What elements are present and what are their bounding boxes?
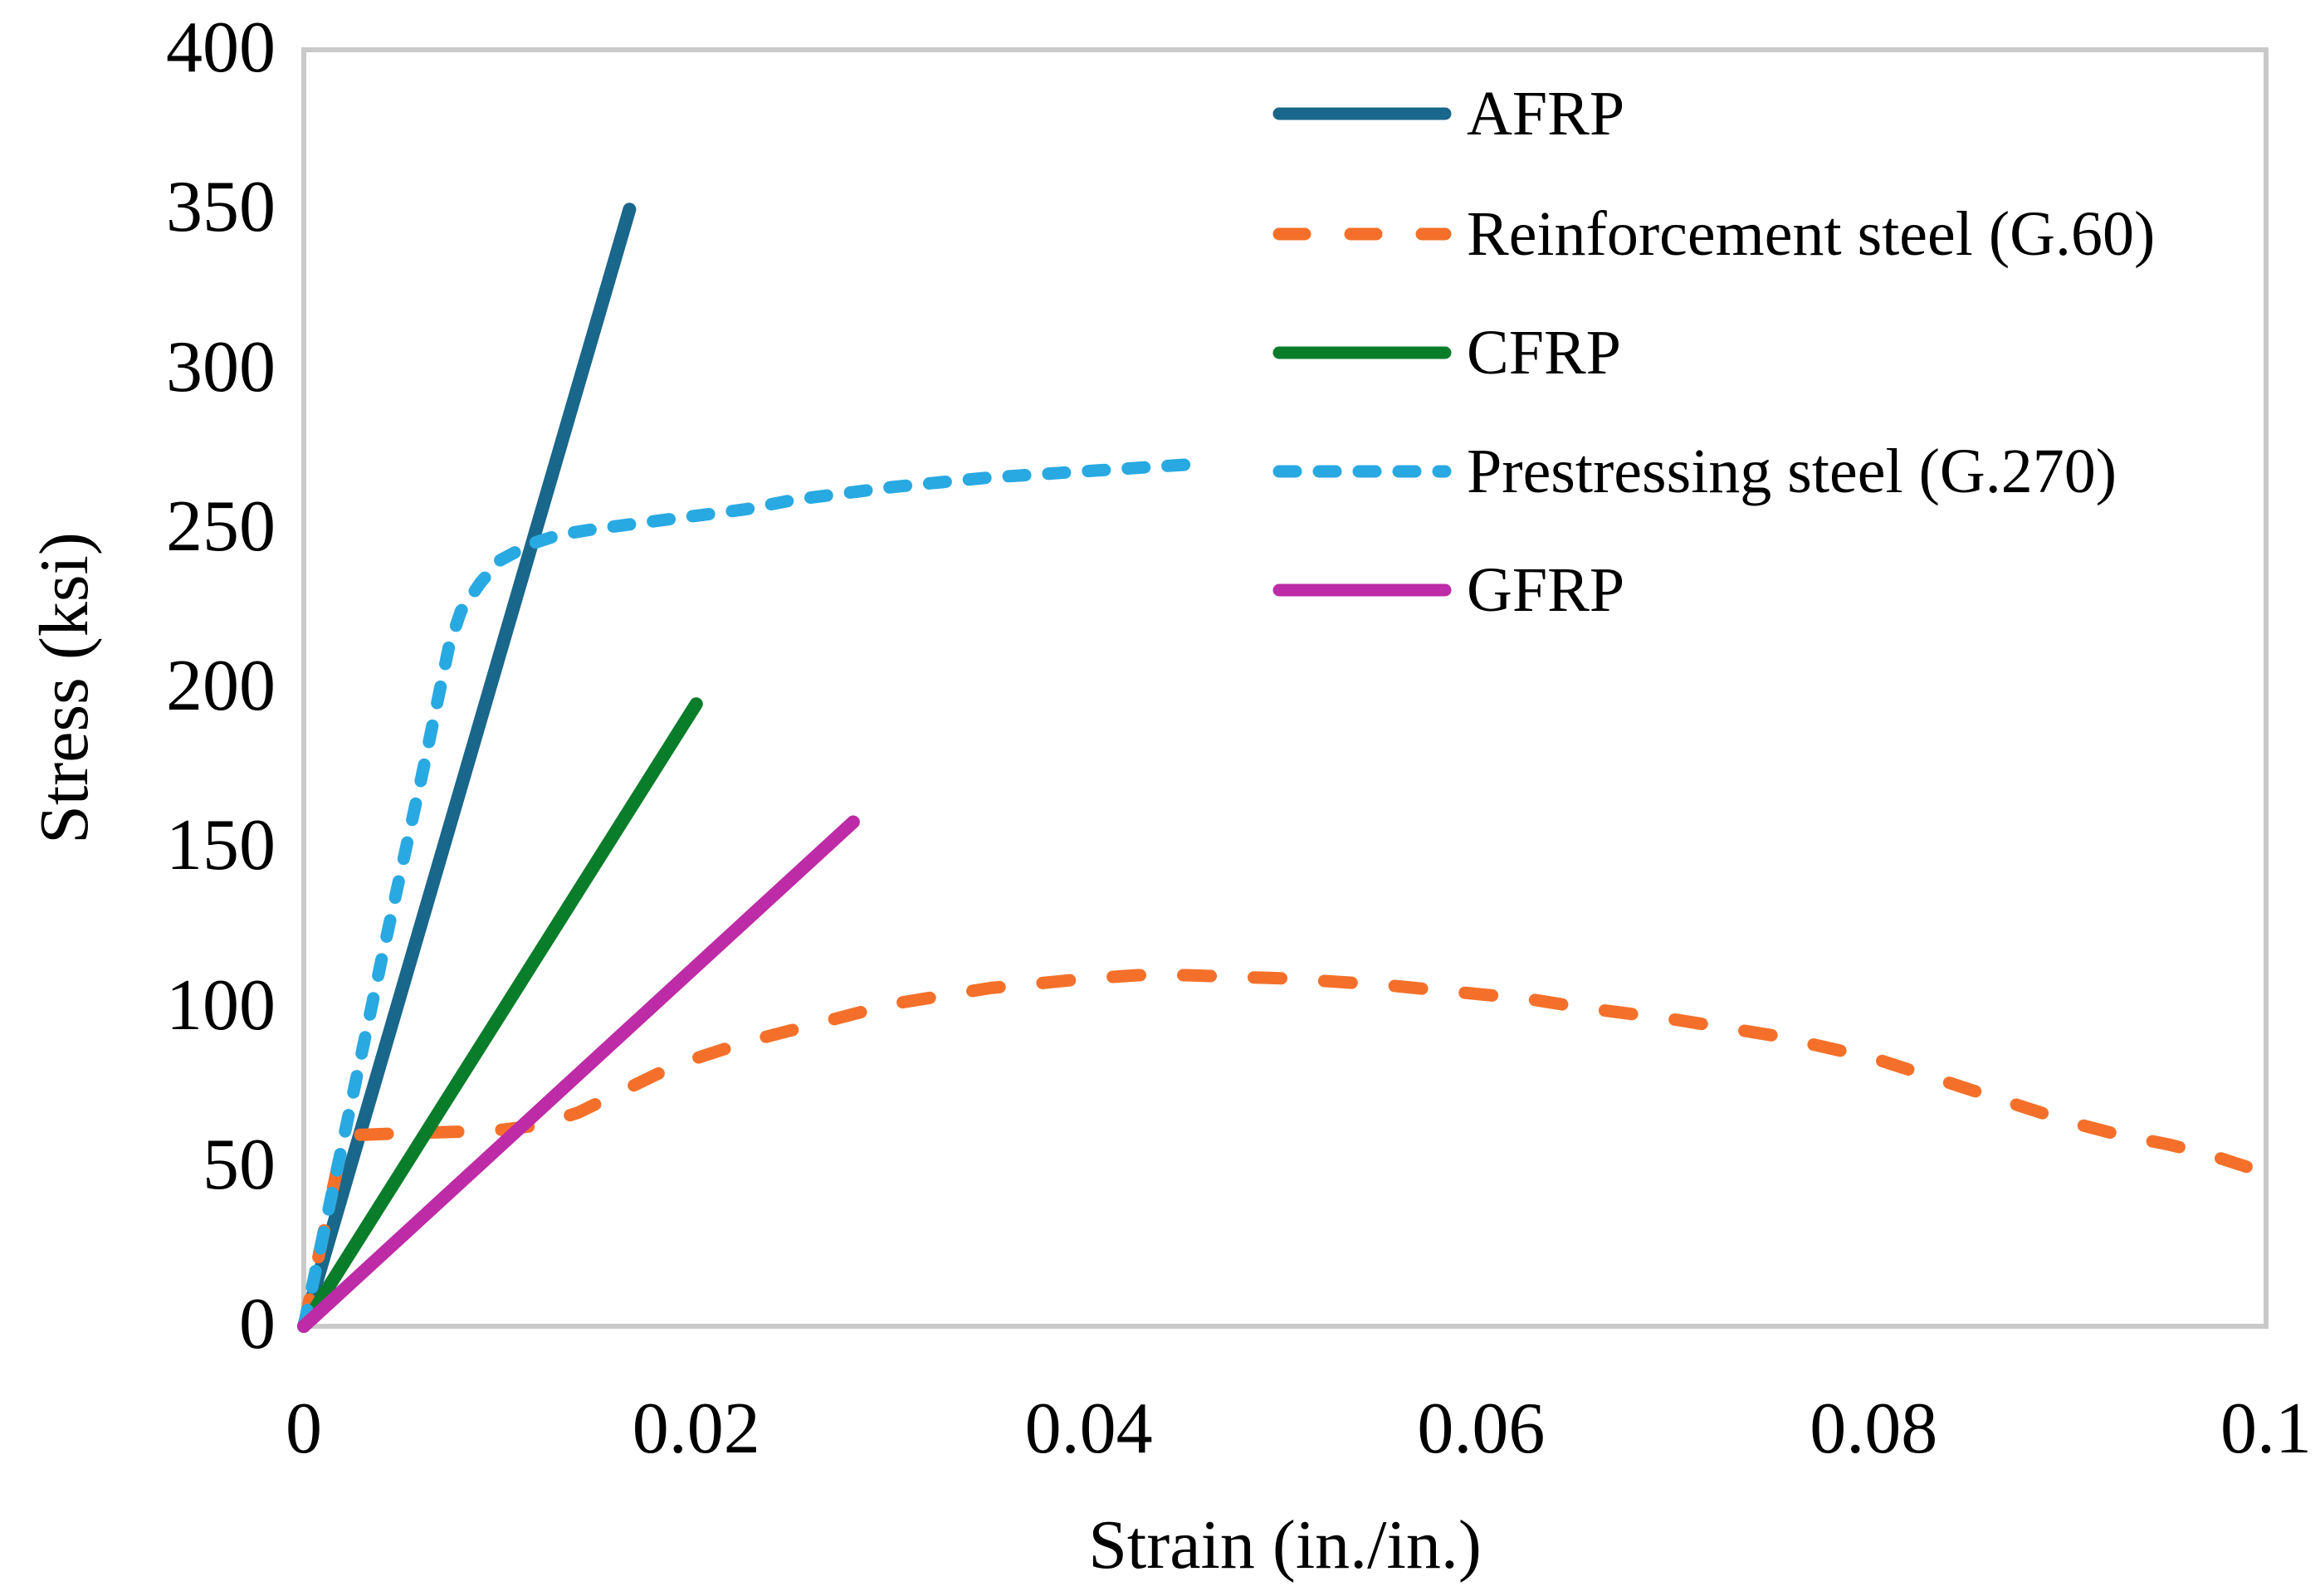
legend-label: AFRP <box>1467 79 1625 149</box>
curve-afrp <box>297 203 637 1333</box>
y-tick-400: 400 <box>166 7 276 89</box>
curve-cfrp <box>297 697 703 1333</box>
legend-label: Reinforcement steel (G.60) <box>1467 199 2156 269</box>
legend-swatch-short-dashed <box>1272 465 1452 478</box>
x-tick-0.1: 0.1 <box>2220 1389 2312 1469</box>
curve-gfrp <box>297 815 860 1333</box>
y-tick-0: 0 <box>239 1284 276 1365</box>
y-tick-150: 150 <box>166 805 276 886</box>
legend-item-cfrp: CFRP <box>1272 311 1621 394</box>
x-axis-title: Strain (in./in.) <box>1088 1506 1482 1584</box>
y-tick-350: 350 <box>166 167 276 248</box>
x-tick-0.06: 0.06 <box>1417 1389 1546 1469</box>
y-tick-50: 50 <box>203 1124 276 1205</box>
x-tick-0.08: 0.08 <box>1810 1389 1938 1469</box>
x-tick-0.02: 0.02 <box>632 1389 760 1469</box>
x-tick-0: 0 <box>286 1389 322 1469</box>
y-tick-250: 250 <box>166 486 276 567</box>
x-tick-0.04: 0.04 <box>1024 1389 1153 1469</box>
legend-label: GFRP <box>1467 555 1625 625</box>
legend-item-gfrp: GFRP <box>1272 549 1624 632</box>
legend-item-reinforcement-steel-g-60: Reinforcement steel (G.60) <box>1272 193 2155 276</box>
legend-swatch-solid <box>1272 583 1452 597</box>
y-tick-200: 200 <box>166 646 276 727</box>
legend-swatch-solid <box>1272 107 1452 120</box>
curve-reinforcement-steel-g-60 <box>297 969 2253 1333</box>
curve-prestressing-steel-g-270 <box>297 458 1194 1333</box>
plot-frame <box>301 47 2269 1329</box>
y-tick-300: 300 <box>166 326 276 408</box>
legend-swatch-solid <box>1272 346 1452 359</box>
legend-item-prestressing-steel-g-270: Prestressing steel (G.270) <box>1272 430 2117 513</box>
legend-label: Prestressing steel (G.270) <box>1467 437 2117 506</box>
legend-swatch-dashed <box>1272 227 1452 241</box>
y-tick-100: 100 <box>166 964 276 1046</box>
legend-label: CFRP <box>1467 318 1621 388</box>
series-curves <box>297 203 2253 1333</box>
legend-item-afrp: AFRP <box>1272 72 1624 155</box>
y-axis-title: Stress (ksi) <box>26 532 103 844</box>
